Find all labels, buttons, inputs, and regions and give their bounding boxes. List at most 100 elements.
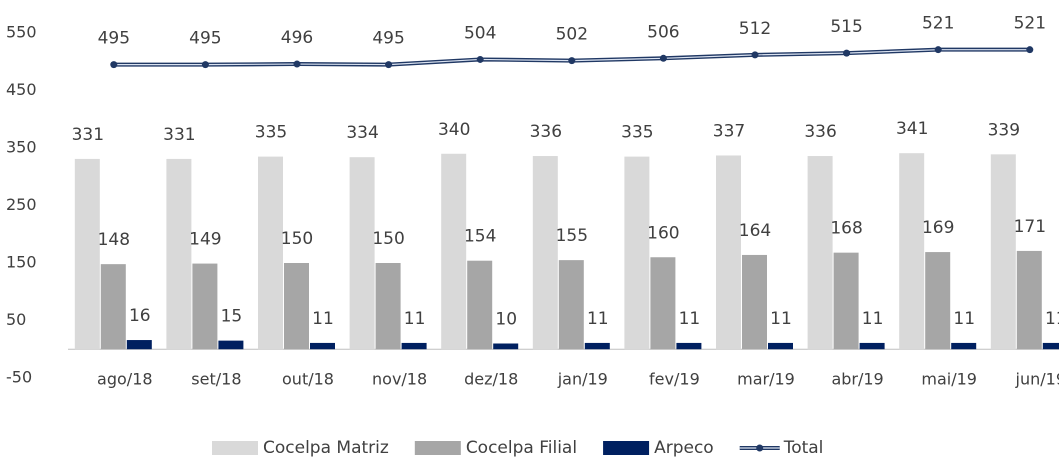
legend-marker <box>756 444 764 452</box>
data-label: 337 <box>713 121 745 141</box>
data-label: 339 <box>988 120 1020 140</box>
x-tick-label: jun/19 <box>1015 370 1059 389</box>
total-marker <box>659 54 667 62</box>
bar <box>467 260 493 350</box>
bar <box>218 340 244 350</box>
x-tick-label: dez/18 <box>464 370 518 389</box>
x-tick-label: mai/19 <box>921 370 977 389</box>
data-label: 515 <box>830 17 862 37</box>
data-label: 150 <box>372 229 404 249</box>
x-tick-label: set/18 <box>191 370 241 389</box>
total-marker <box>110 61 118 69</box>
bar <box>833 252 859 350</box>
bar <box>624 156 650 350</box>
data-label: 168 <box>830 219 862 239</box>
data-label: 336 <box>804 122 836 142</box>
x-tick-label: out/18 <box>282 370 334 389</box>
bar <box>493 343 519 350</box>
bar <box>401 342 427 350</box>
bar <box>349 157 375 350</box>
legend-item: Cocelpa Matriz <box>212 438 389 458</box>
y-tick-label: 350 <box>6 138 37 157</box>
bar <box>126 340 152 350</box>
bar <box>990 154 1016 350</box>
total-marker <box>568 57 576 65</box>
bar <box>192 263 218 350</box>
data-label: 331 <box>163 125 195 145</box>
bar <box>859 342 885 350</box>
total-marker <box>476 55 484 63</box>
y-tick-label: -50 <box>6 368 32 387</box>
total-marker <box>293 60 301 68</box>
legend-swatch <box>212 441 258 455</box>
x-tick-label: abr/19 <box>831 370 883 389</box>
bar <box>899 153 925 350</box>
data-label: 154 <box>464 227 496 247</box>
total-marker <box>843 49 851 57</box>
data-label: 11 <box>587 309 609 329</box>
legend-label: Total <box>783 438 824 458</box>
total-marker <box>385 61 393 69</box>
bar <box>166 158 192 350</box>
data-label: 335 <box>621 123 653 143</box>
data-label: 171 <box>1014 217 1046 237</box>
data-label: 15 <box>221 307 243 327</box>
data-label: 155 <box>556 226 588 246</box>
data-label: 11 <box>679 309 701 329</box>
total-marker <box>201 61 209 69</box>
x-tick-label: ago/18 <box>97 370 153 389</box>
bar <box>74 158 100 350</box>
bar <box>951 342 977 350</box>
bar <box>716 155 741 350</box>
bar <box>807 156 833 350</box>
data-label: 512 <box>739 19 771 39</box>
bar <box>925 252 951 350</box>
y-tick-label: 450 <box>6 80 37 99</box>
data-label: 148 <box>98 230 130 250</box>
y-tick-label: 550 <box>6 23 37 42</box>
bar <box>1016 250 1042 350</box>
legend-label: Arpeco <box>654 438 714 458</box>
bar <box>441 153 467 350</box>
data-label: 495 <box>98 29 130 49</box>
data-label: 502 <box>556 25 588 45</box>
data-label: 10 <box>495 310 517 330</box>
bar <box>558 260 584 350</box>
data-label: 150 <box>281 229 313 249</box>
data-label: 11 <box>312 309 334 329</box>
data-label: 16 <box>129 306 151 326</box>
bar <box>310 342 335 350</box>
total-marker <box>751 51 759 59</box>
bar <box>584 342 610 350</box>
bar <box>100 264 126 350</box>
data-label: 504 <box>464 23 496 43</box>
bar <box>650 257 676 350</box>
data-label: 164 <box>739 221 771 241</box>
bar <box>676 342 702 350</box>
data-label: 169 <box>922 218 954 238</box>
data-label: 11 <box>770 309 792 329</box>
data-label: 335 <box>255 123 287 143</box>
legend-label: Cocelpa Filial <box>466 438 577 458</box>
bar <box>284 263 309 350</box>
bar <box>258 156 283 350</box>
bar <box>375 263 401 350</box>
bar <box>532 156 558 350</box>
legend-swatch <box>603 441 650 455</box>
data-label: 521 <box>1014 14 1046 34</box>
data-label: 334 <box>346 123 378 143</box>
data-label: 341 <box>896 119 928 139</box>
bar <box>768 342 793 350</box>
bar <box>742 254 767 350</box>
total-marker <box>934 46 942 54</box>
data-label: 496 <box>281 28 313 48</box>
y-tick-label: 250 <box>6 195 37 214</box>
data-label: 160 <box>647 223 679 243</box>
data-label: 11 <box>1045 309 1059 329</box>
legend-swatch <box>414 441 461 455</box>
data-label: 340 <box>438 120 470 140</box>
legend-label: Cocelpa Matriz <box>263 438 389 458</box>
data-label: 506 <box>647 22 679 42</box>
data-label: 331 <box>72 125 104 145</box>
